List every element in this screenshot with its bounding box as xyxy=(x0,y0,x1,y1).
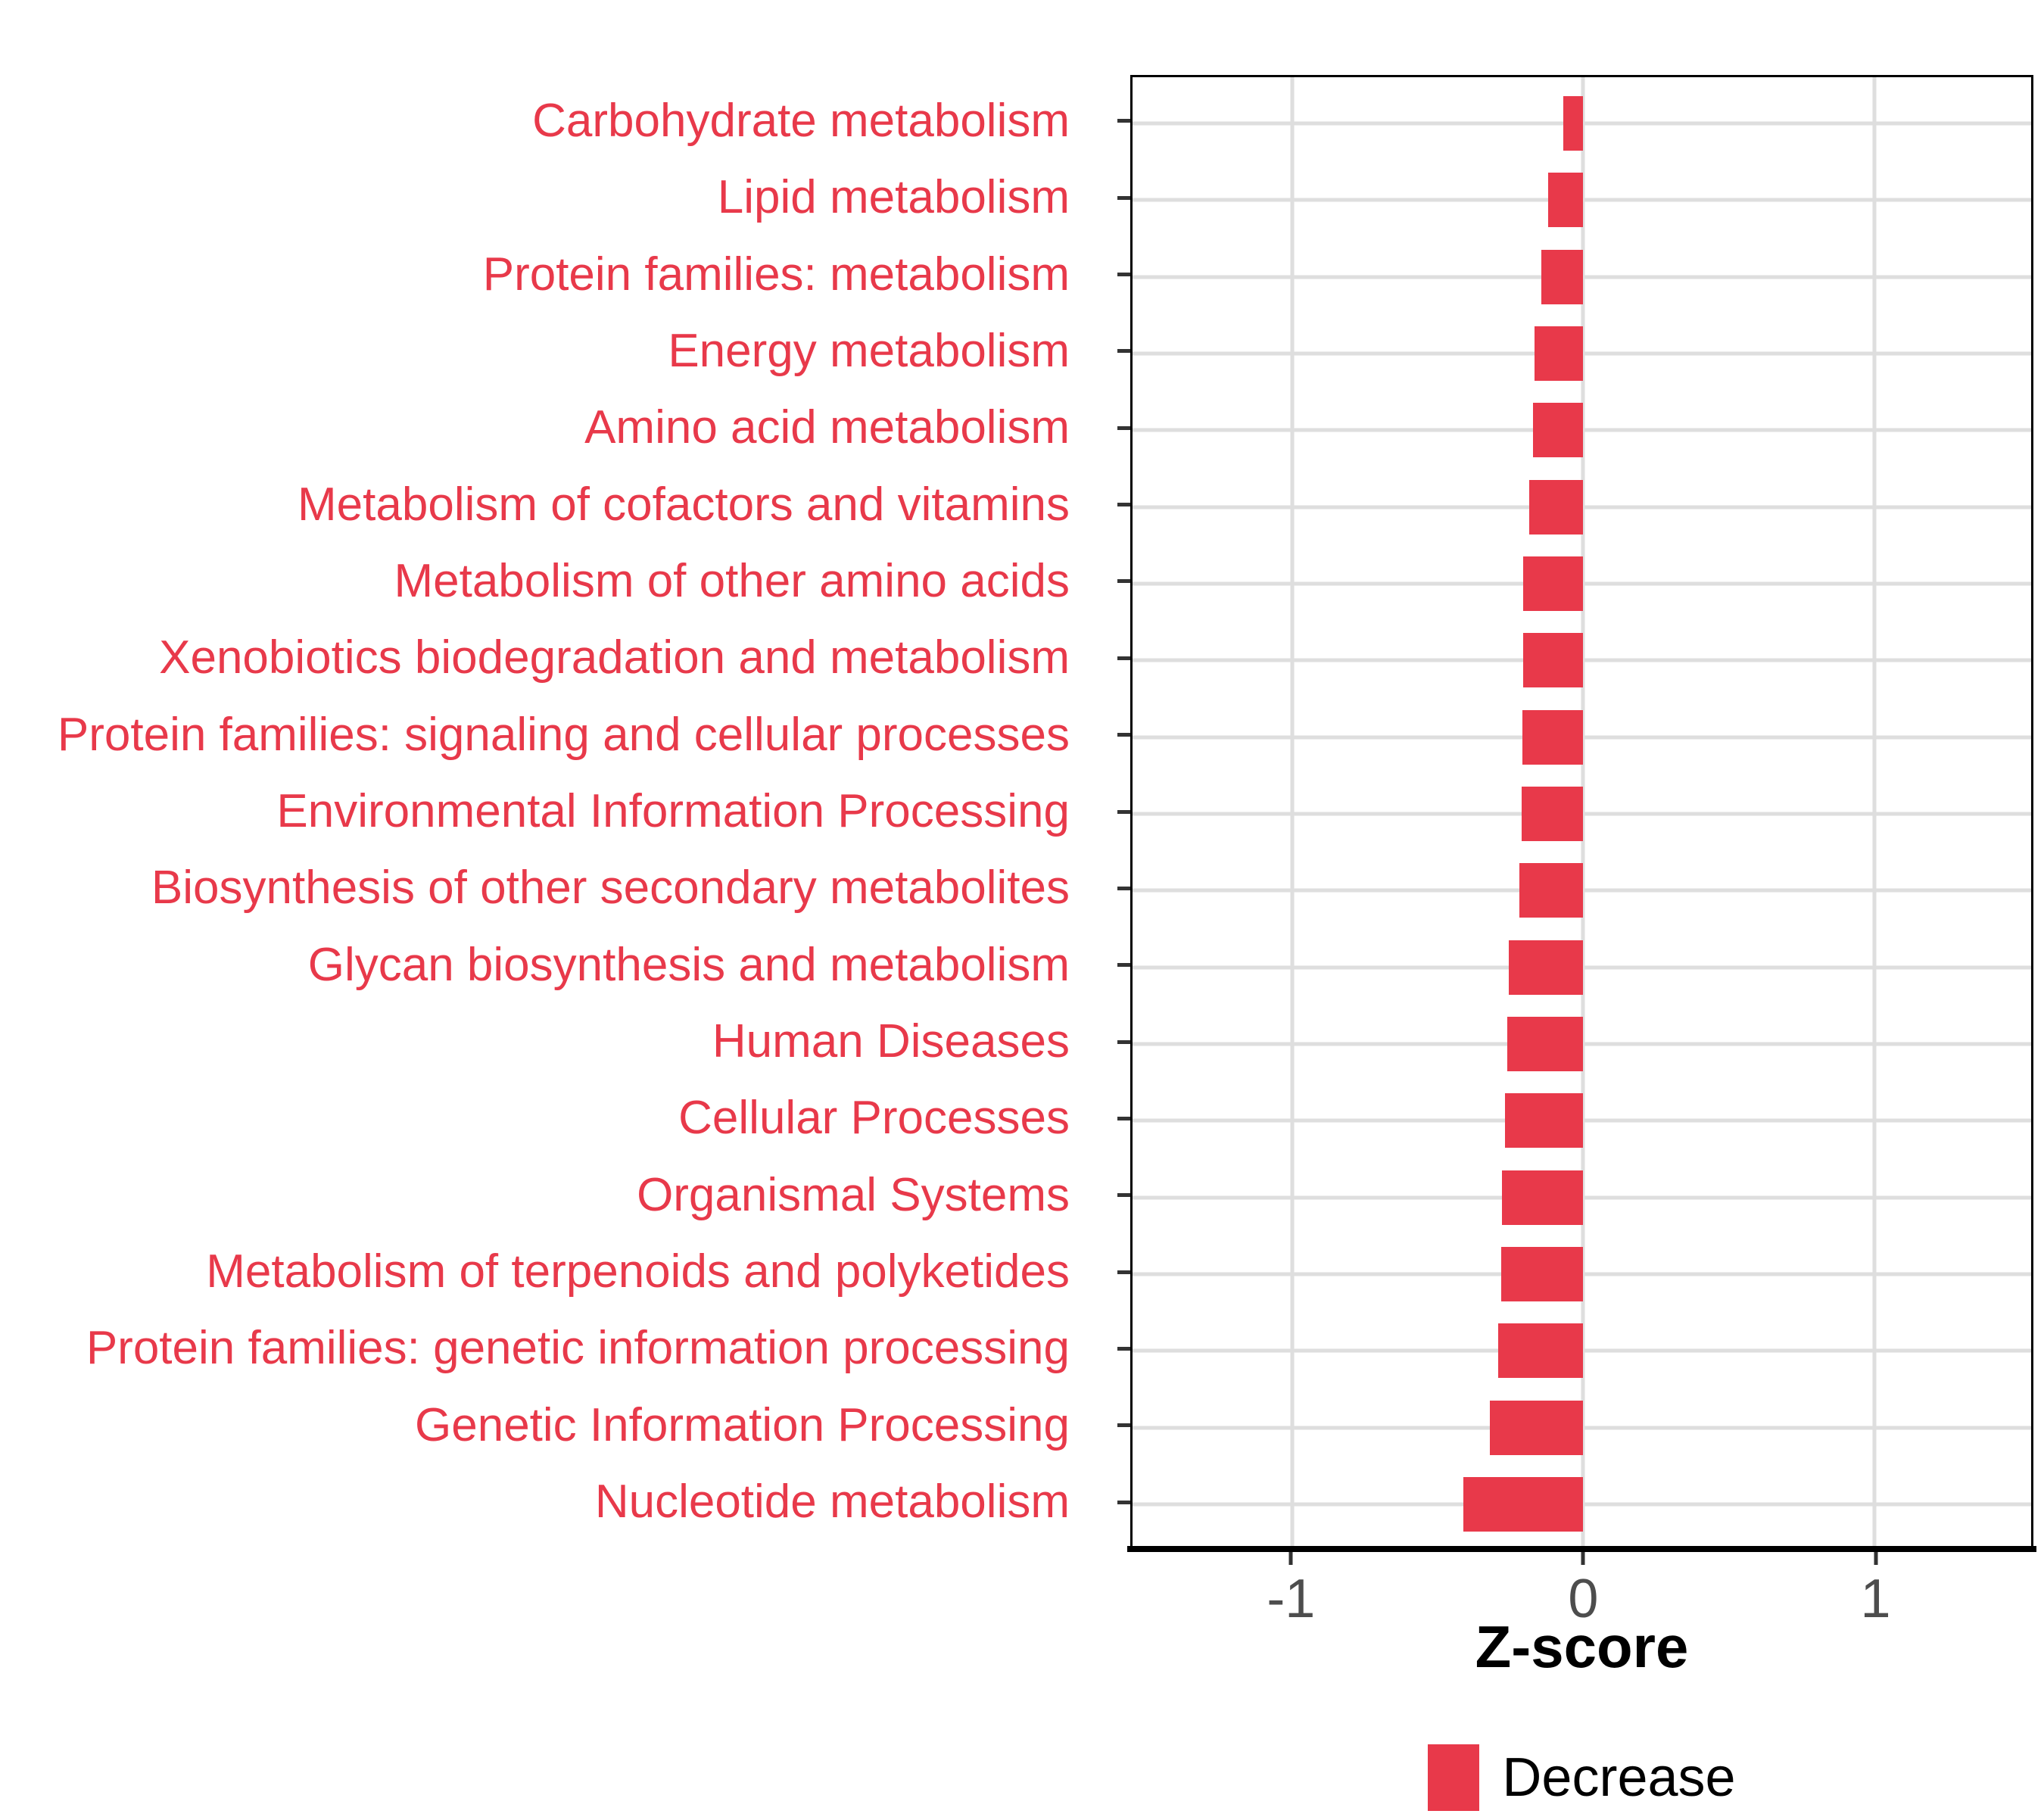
bar-13 xyxy=(1504,1093,1584,1148)
y-tick xyxy=(1117,733,1130,737)
y-axis-label-7: Xenobiotics biodegradation and metabolis… xyxy=(159,631,1070,684)
y-tick xyxy=(1117,1193,1130,1198)
bar-6 xyxy=(1522,556,1584,611)
bar-12 xyxy=(1507,1017,1584,1072)
y-axis-label-3: Energy metabolism xyxy=(668,324,1070,377)
x-tick--1 xyxy=(1288,1552,1293,1565)
x-tick-label--1: -1 xyxy=(1267,1569,1316,1629)
x-gridline-0 xyxy=(1581,77,1585,1546)
y-tick xyxy=(1117,425,1130,430)
bar-0 xyxy=(1563,95,1584,151)
y-axis-label-15: Metabolism of terpenoids and polyketides xyxy=(206,1245,1070,1298)
legend: Decrease xyxy=(1130,1744,2033,1811)
x-gridline--1 xyxy=(1290,77,1295,1546)
y-tick xyxy=(1117,963,1130,968)
bar-4 xyxy=(1532,403,1584,458)
y-axis-label-11: Glycan biosynthesis and metabolism xyxy=(307,938,1070,991)
y-axis-label-10: Biosynthesis of other secondary metaboli… xyxy=(151,862,1070,915)
y-tick xyxy=(1117,579,1130,584)
y-tick xyxy=(1117,809,1130,814)
y-axis-label-12: Human Diseases xyxy=(712,1015,1070,1068)
y-tick xyxy=(1117,1500,1130,1504)
y-axis-label-4: Amino acid metabolism xyxy=(584,401,1070,454)
bar-5 xyxy=(1528,479,1584,535)
bar-16 xyxy=(1497,1323,1584,1379)
plot-panel xyxy=(1130,75,2033,1548)
y-tick xyxy=(1117,273,1130,277)
y-axis-label-18: Nucleotide metabolism xyxy=(594,1476,1070,1529)
bar-18 xyxy=(1463,1477,1584,1532)
x-tick-label-1: 1 xyxy=(1860,1569,1891,1629)
y-axis-label-0: Carbohydrate metabolism xyxy=(532,94,1070,147)
x-tick-0 xyxy=(1581,1552,1585,1565)
y-tick xyxy=(1117,1423,1130,1428)
y-axis-label-2: Protein families: metabolism xyxy=(482,248,1070,301)
y-axis-label-5: Metabolism of cofactors and vitamins xyxy=(298,478,1070,531)
bar-7 xyxy=(1522,633,1584,688)
x-tick-label-0: 0 xyxy=(1568,1569,1599,1629)
y-tick xyxy=(1117,119,1130,123)
bar-11 xyxy=(1508,940,1584,995)
y-axis-label-9: Environmental Information Processing xyxy=(276,785,1070,837)
y-tick xyxy=(1117,1116,1130,1120)
legend-label-decrease: Decrease xyxy=(1502,1747,1736,1808)
y-tick xyxy=(1117,886,1130,890)
y-axis-label-16: Protein families: genetic information pr… xyxy=(86,1322,1070,1375)
bar-15 xyxy=(1500,1247,1584,1302)
y-axis-label-8: Protein families: signaling and cellular… xyxy=(57,708,1070,761)
x-axis-line xyxy=(1127,1546,2036,1552)
y-tick xyxy=(1117,1039,1130,1044)
bar-17 xyxy=(1489,1400,1584,1455)
y-axis-label-1: Lipid metabolism xyxy=(717,171,1070,224)
y-axis-label-17: Genetic Information Processing xyxy=(415,1398,1070,1451)
y-axis-labels: Carbohydrate metabolism Lipid metabolism P… xyxy=(0,75,1100,1548)
y-tick xyxy=(1117,1270,1130,1274)
x-axis-title: Z-score xyxy=(1475,1613,1689,1680)
legend-key-decrease xyxy=(1428,1744,1480,1811)
y-tick xyxy=(1117,656,1130,660)
x-tick-1 xyxy=(1874,1552,1877,1565)
y-tick xyxy=(1117,195,1130,200)
y-tick xyxy=(1117,503,1130,507)
y-axis-label-6: Metabolism of other amino acids xyxy=(394,554,1070,607)
y-axis-label-14: Organismal Systems xyxy=(637,1168,1070,1221)
bar-3 xyxy=(1534,326,1584,381)
y-tick xyxy=(1117,1346,1130,1351)
bar-2 xyxy=(1541,249,1584,304)
y-tick xyxy=(1117,349,1130,354)
bar-14 xyxy=(1501,1170,1584,1225)
bar-8 xyxy=(1522,709,1584,765)
bar-9 xyxy=(1521,787,1584,841)
y-axis-label-13: Cellular Processes xyxy=(678,1092,1070,1145)
bar-10 xyxy=(1519,863,1584,918)
x-gridline-1 xyxy=(1872,77,1877,1546)
bar-1 xyxy=(1547,173,1584,228)
